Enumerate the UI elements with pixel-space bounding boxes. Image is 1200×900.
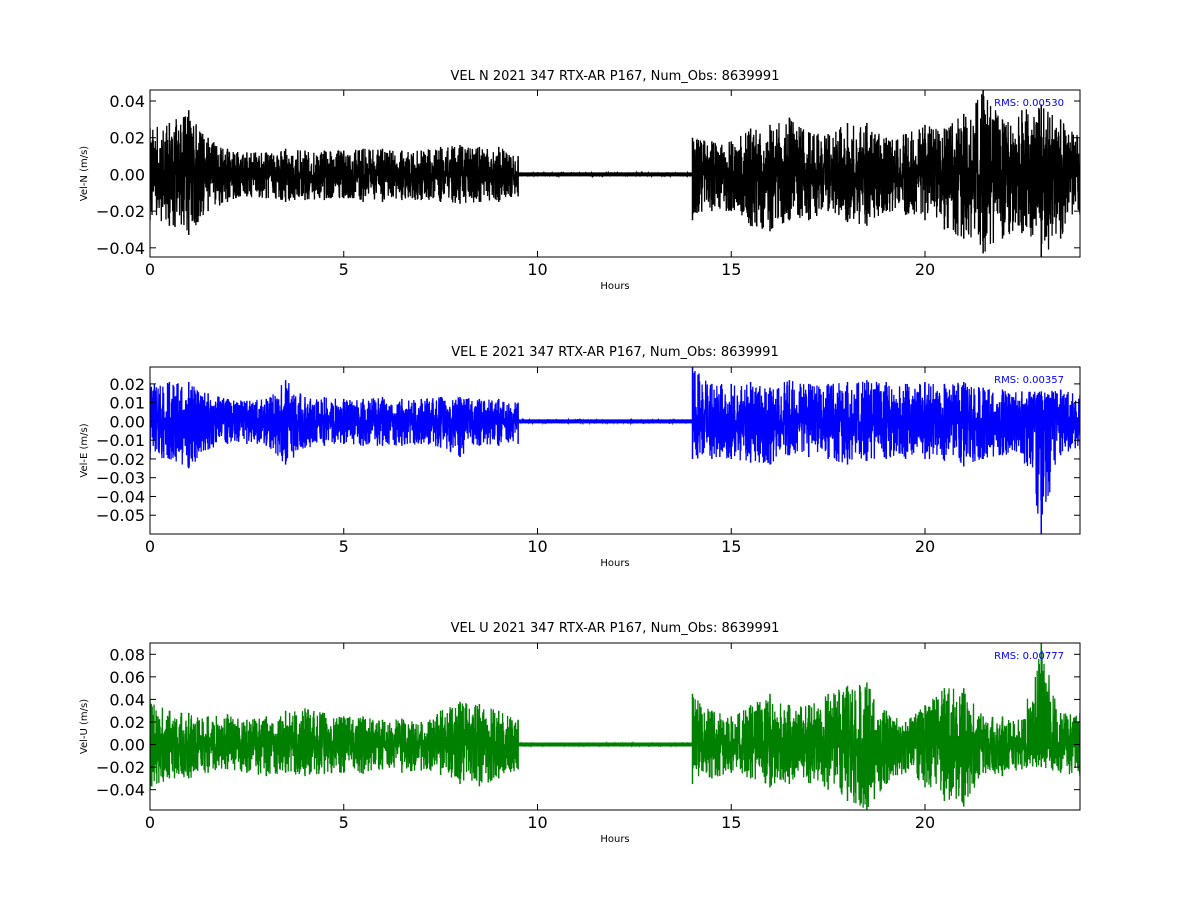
tick-layer: 0 5 10 15 20 −0.04 −0.02 0.00 0.02 0.04 0.06 0.08 bbox=[96, 643, 1080, 832]
x-tick-label: 20 bbox=[915, 813, 935, 832]
y-tick-label: 0.04 bbox=[109, 690, 145, 709]
x-tick-label: 5 bbox=[339, 813, 349, 832]
plot-frame bbox=[149, 642, 1081, 811]
x-tick-label: 0 bbox=[145, 260, 155, 279]
y-tick-label: −0.05 bbox=[96, 506, 145, 525]
y-tick-label: −0.02 bbox=[96, 202, 145, 221]
subplot-vel-n: VEL N 2021 347 RTX-AR P167, Num_Obs: 863… bbox=[79, 69, 1081, 292]
x-tick-label: 15 bbox=[721, 537, 741, 556]
chart-title: VEL N 2021 347 RTX-AR P167, Num_Obs: 863… bbox=[451, 69, 780, 84]
chart-title: VEL U 2021 347 RTX-AR P167, Num_Obs: 863… bbox=[451, 621, 780, 636]
y-tick-label: −0.04 bbox=[96, 239, 145, 258]
y-axis-label: Vel-E (m/s) bbox=[79, 423, 90, 477]
x-tick-label: 5 bbox=[339, 537, 349, 556]
rms-label: RMS: 0.00530 bbox=[994, 98, 1064, 109]
x-tick-label: 20 bbox=[915, 537, 935, 556]
y-axis-label: Vel-N (m/s) bbox=[79, 146, 90, 201]
rms-label: RMS: 0.00357 bbox=[994, 375, 1064, 386]
x-tick-label: 5 bbox=[339, 260, 349, 279]
x-tick-label: 10 bbox=[527, 260, 547, 279]
x-axis-label: Hours bbox=[600, 834, 629, 845]
x-axis-label: Hours bbox=[600, 558, 629, 569]
y-tick-label: −0.04 bbox=[96, 487, 145, 506]
y-tick-label: −0.04 bbox=[96, 781, 145, 800]
y-tick-label: −0.03 bbox=[96, 469, 145, 488]
subplot-vel-u: VEL U 2021 347 RTX-AR P167, Num_Obs: 863… bbox=[79, 621, 1081, 845]
y-tick-label: 0.00 bbox=[109, 165, 145, 184]
y-tick-label: 0.00 bbox=[109, 412, 145, 431]
y-tick-label: 0.04 bbox=[109, 92, 145, 111]
y-tick-label: 0.02 bbox=[109, 713, 145, 732]
x-axis-label: Hours bbox=[600, 281, 629, 292]
plot-frame bbox=[149, 89, 1081, 258]
y-axis-label: Vel-U (m/s) bbox=[79, 699, 90, 754]
subplot-vel-e: VEL E 2021 347 RTX-AR P167, Num_Obs: 863… bbox=[79, 345, 1081, 569]
plot-frame bbox=[149, 366, 1081, 535]
y-tick-label: 0.06 bbox=[109, 668, 145, 687]
x-tick-label: 0 bbox=[145, 813, 155, 832]
series-layer bbox=[150, 90, 1080, 257]
x-tick-label: 20 bbox=[915, 260, 935, 279]
tick-layer: 0 5 10 15 20 −0.04 −0.02 0.00 0.02 0.04 bbox=[96, 90, 1080, 279]
x-tick-label: 0 bbox=[145, 537, 155, 556]
chart-title: VEL E 2021 347 RTX-AR P167, Num_Obs: 863… bbox=[451, 345, 778, 360]
y-tick-label: 0.08 bbox=[109, 645, 145, 664]
tick-layer: 0 5 10 15 20−0.05−0.04−0.03−0.02−0.010.000.0… bbox=[96, 367, 1080, 556]
y-tick-label: −0.02 bbox=[96, 450, 145, 469]
y-tick-label: −0.01 bbox=[96, 431, 145, 450]
x-tick-label: 15 bbox=[721, 813, 741, 832]
series-layer bbox=[150, 367, 1080, 534]
y-tick-label: 0.00 bbox=[109, 736, 145, 755]
rms-label: RMS: 0.00777 bbox=[994, 651, 1064, 662]
x-tick-label: 10 bbox=[527, 813, 547, 832]
series-layer bbox=[150, 643, 1080, 810]
x-tick-label: 15 bbox=[721, 260, 741, 279]
y-tick-label: 0.02 bbox=[109, 129, 145, 148]
y-tick-label: 0.01 bbox=[109, 394, 145, 413]
x-tick-label: 10 bbox=[527, 537, 547, 556]
y-tick-label: −0.02 bbox=[96, 758, 145, 777]
y-tick-label: 0.02 bbox=[109, 375, 145, 394]
